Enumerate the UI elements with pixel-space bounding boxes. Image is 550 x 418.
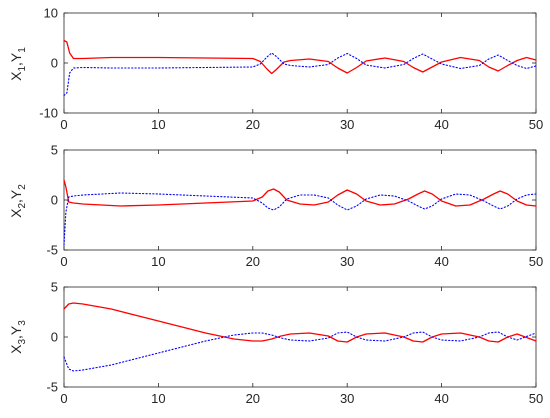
subplot-1-ytick-label: -10 <box>39 106 58 121</box>
subplot-2-xtick-label: 10 <box>151 254 165 269</box>
subplot-3-ytick-label: 0 <box>51 330 58 345</box>
subplot-1-ylabel: X1,Y1 <box>8 47 28 81</box>
subplot-2-xtick-label: 40 <box>434 254 448 269</box>
subplot-3: X3,Y3 0 10 20 30 40 50-505 <box>8 280 543 407</box>
subplot-2-ytick-label: 0 <box>51 193 58 208</box>
subplot-2-series-x-line <box>63 179 537 207</box>
subplot-1-xtick-label: 0 <box>60 117 67 132</box>
subplot-3-xtick-label: 40 <box>434 391 448 406</box>
subplot-3-xtick-label: 30 <box>340 391 354 406</box>
subplot-2-ytick-label: 5 <box>51 143 58 158</box>
subplot-3-xtick-label: 50 <box>529 391 543 406</box>
subplot-3-ylabel: X3,Y3 <box>8 320 28 354</box>
subplot-3-xtick-label: 0 <box>60 391 67 406</box>
subplot-3-series-y-line <box>63 331 537 372</box>
subplot-3-xtick-label: 10 <box>151 391 165 406</box>
subplot-3-series-x-line <box>63 302 537 343</box>
subplot-2-xtick-label: 0 <box>60 254 67 269</box>
subplot-1-ytick-label: 10 <box>44 6 58 21</box>
subplot-3-ticks: 0 10 20 30 40 50-505 <box>46 280 543 407</box>
subplot-2-xtick-label: 20 <box>246 254 260 269</box>
subplot-2-ylabel: X2,Y2 <box>8 184 28 218</box>
subplot-2-ytick-label: -5 <box>46 243 58 258</box>
subplot-2-xtick-label: 30 <box>340 254 354 269</box>
subplot-1-ytick-label: 0 <box>51 56 58 71</box>
subplot-3-ytick-label: -5 <box>46 380 58 395</box>
subplot-1-series-y-line <box>63 52 537 97</box>
subplot-2: X2,Y2 0 10 20 30 40 50-505 <box>8 143 543 270</box>
subplot-2-xtick-label: 50 <box>529 254 543 269</box>
subplot-3-xtick-label: 20 <box>246 391 260 406</box>
subplot-2-ticks: 0 10 20 30 40 50-505 <box>46 143 543 270</box>
subplot-2-series-y-line <box>63 192 537 246</box>
subplot-1-xtick-label: 50 <box>529 117 543 132</box>
subplot-2-lines <box>63 179 537 246</box>
subplot-1-xtick-label: 40 <box>434 117 448 132</box>
subplot-1-xtick-label: 20 <box>246 117 260 132</box>
subplot-1-xtick-label: 30 <box>340 117 354 132</box>
subplot-1-xtick-label: 10 <box>151 117 165 132</box>
subplot-3-lines <box>63 302 537 372</box>
subplot-1-lines <box>63 39 537 97</box>
subplot-3-ytick-label: 5 <box>51 280 58 295</box>
